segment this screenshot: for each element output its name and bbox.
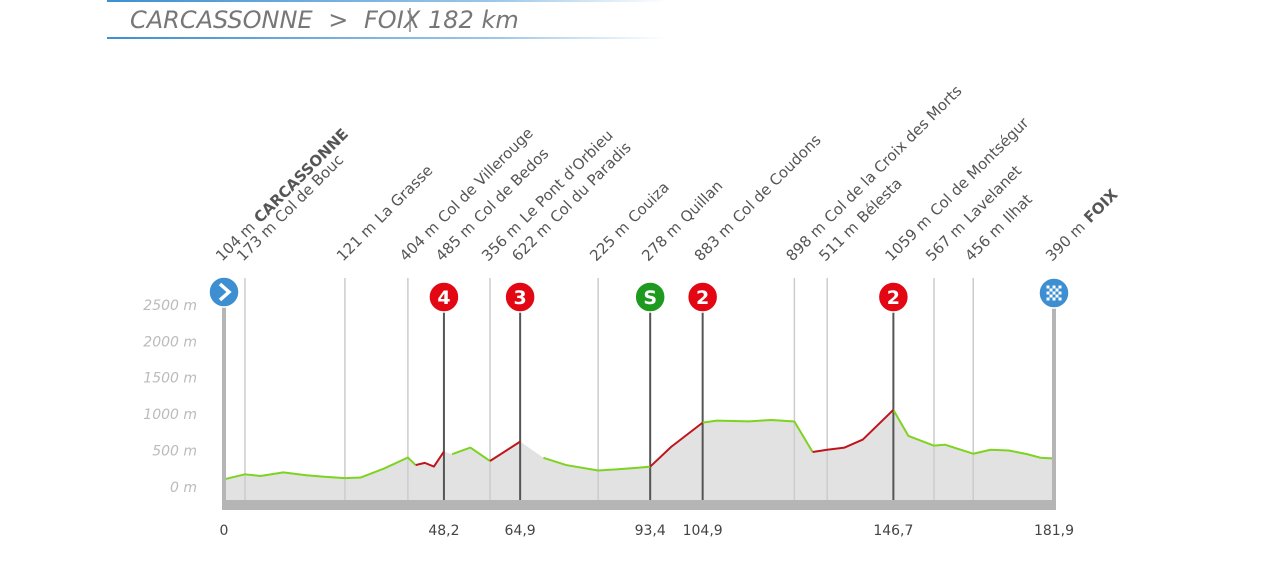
finish-check bbox=[1049, 288, 1053, 292]
title-to: FOIX bbox=[364, 6, 421, 34]
waypoint-altitude: 225 m bbox=[586, 218, 633, 265]
profile-area bbox=[224, 409, 1054, 500]
header-line bbox=[107, 37, 667, 39]
waypoint-altitude: 121 m bbox=[333, 218, 380, 265]
x-tick-label: 48,2 bbox=[428, 523, 459, 539]
title-distance: 182 km bbox=[428, 6, 519, 34]
climb-category: 2 bbox=[887, 287, 900, 309]
climb-category: 2 bbox=[696, 287, 709, 309]
y-tick-label: 2500 m bbox=[143, 298, 197, 314]
waypoint-name: La Grasse bbox=[371, 161, 436, 226]
waypoint-altitude: 278 m bbox=[638, 218, 685, 265]
finish-check bbox=[1058, 291, 1062, 295]
finish-check bbox=[1046, 285, 1050, 289]
title: CARCASSONNE > FOIX bbox=[130, 6, 421, 34]
waypoint-name: Col de Coudons bbox=[729, 131, 825, 227]
finish-check bbox=[1058, 285, 1062, 289]
title-from: CARCASSONNE bbox=[130, 6, 313, 34]
y-tick-label: 2000 m bbox=[143, 334, 197, 350]
finish-check bbox=[1052, 285, 1056, 289]
finish-check bbox=[1055, 294, 1059, 298]
waypoint-name: CARCASSONNE bbox=[250, 125, 352, 227]
finish-check bbox=[1058, 297, 1062, 301]
x-tick-label: 93,4 bbox=[635, 523, 666, 539]
y-tick-label: 1000 m bbox=[143, 407, 197, 423]
x-tick-label: 0 bbox=[220, 523, 229, 539]
finish-check bbox=[1052, 291, 1056, 295]
finish-check bbox=[1049, 294, 1053, 298]
climb-badge bbox=[428, 281, 460, 313]
waypoint-label: 173 mCol de Bouc bbox=[233, 151, 347, 265]
finish-check bbox=[1046, 291, 1050, 295]
climb-badge bbox=[686, 281, 719, 313]
finish-check bbox=[1055, 288, 1059, 292]
profile-line bbox=[223, 409, 1055, 481]
waypoint-name: FOIX bbox=[1080, 185, 1121, 226]
climb-badge bbox=[504, 281, 536, 313]
waypoint-name: Couiza bbox=[624, 178, 672, 226]
waypoint-altitude: 404 m bbox=[396, 218, 443, 265]
profile-line bbox=[415, 409, 895, 468]
x-tick-label: 181,9 bbox=[1034, 523, 1074, 539]
x-tick-label: 64,9 bbox=[505, 523, 536, 539]
finish-check bbox=[1052, 297, 1056, 301]
y-tick-label: 500 m bbox=[152, 444, 197, 460]
ground bbox=[224, 500, 1056, 510]
x-tick-label: 146,7 bbox=[873, 523, 913, 539]
x-tick-label: 104,9 bbox=[683, 523, 723, 539]
start-icon bbox=[208, 276, 240, 308]
title-arrow: > bbox=[328, 6, 348, 34]
climb-category: S bbox=[643, 287, 657, 309]
start-chevron bbox=[218, 282, 232, 302]
waypoint-name: Ilhat bbox=[1000, 190, 1036, 226]
waypoint-altitude: 485 m bbox=[432, 218, 479, 265]
finish-check bbox=[1046, 297, 1050, 301]
waypoint-altitude: 883 m bbox=[691, 218, 738, 265]
climb-badge bbox=[877, 281, 910, 313]
waypoint-altitude: 456 m bbox=[961, 218, 1008, 265]
climb-category: 4 bbox=[437, 287, 450, 309]
waypoint-label: 390 mFOIX bbox=[1042, 185, 1122, 265]
y-tick-label: 0 m bbox=[170, 480, 197, 496]
climb-category: 3 bbox=[514, 287, 527, 309]
waypoint-name: Quillan bbox=[676, 177, 726, 227]
y-tick-label: 1500 m bbox=[143, 371, 197, 387]
header-line bbox=[107, 0, 667, 2]
climb-badge bbox=[634, 281, 666, 313]
waypoint-altitude: 390 m bbox=[1042, 218, 1089, 265]
waypoint-label: 104 mCARCASSONNE bbox=[212, 125, 352, 265]
